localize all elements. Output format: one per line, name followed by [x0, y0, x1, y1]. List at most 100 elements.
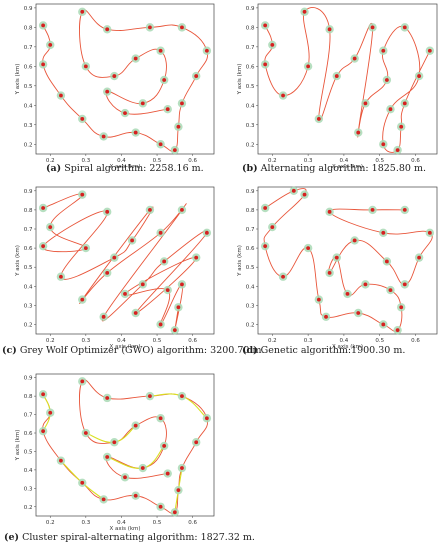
y-axis-label: Y axis (km)	[15, 64, 21, 96]
x-tick-label: 0.4	[340, 338, 349, 344]
x-axis-label: X axis (km)	[109, 344, 140, 350]
node-point	[59, 93, 63, 98]
x-axis-label: X axis (km)	[332, 164, 363, 170]
y-tick-label: 0.9	[24, 189, 33, 195]
node-point	[324, 314, 328, 319]
y-tick-label: 0.8	[24, 25, 33, 31]
node-point	[148, 394, 152, 399]
node-point	[123, 475, 127, 480]
x-tick-label: 0.2	[268, 158, 277, 164]
caption-a-text: Spiral algorithm: 2258.16 m.	[64, 163, 204, 174]
node-point	[399, 305, 404, 310]
node-point	[80, 297, 85, 302]
node-point	[41, 392, 46, 397]
node-point	[316, 117, 321, 121]
node-point	[80, 9, 85, 14]
x-tick-label: 0.3	[81, 338, 90, 344]
node-point	[41, 206, 46, 210]
node-point	[180, 282, 184, 287]
node-point	[172, 328, 177, 333]
node-point	[133, 130, 138, 135]
node-point	[133, 56, 138, 61]
x-tick-label: 0.3	[81, 158, 90, 164]
node-point	[59, 458, 63, 463]
panel-d: 0.2 0.3 0.4 0.5 0.6 0.2 0.3 0.4 0.5 0.6 0.7 0.8 0.9 X…	[222, 183, 445, 363]
node-point	[402, 101, 407, 106]
y-tick-label: 0.6	[246, 64, 255, 70]
y-tick-label: 0.3	[24, 303, 33, 309]
node-point	[101, 497, 106, 502]
chart-e: 0.2 0.3 0.4 0.5 0.6 0.2 0.3 0.4 0.5 0.6 0.7 0.8 0.9 X…	[15, 373, 215, 532]
node-point	[388, 107, 393, 112]
plot-frame	[35, 186, 215, 335]
node-point	[41, 23, 46, 28]
caption-c-letter: (c)	[2, 345, 17, 356]
x-tick-label: 0.2	[46, 338, 55, 344]
panel-a: 0.2 0.3 0.4 0.5 0.6 0.2 0.3 0.4 0.5 0.6 0.7 0.8 0.9 X…	[0, 0, 222, 183]
node-point	[270, 43, 275, 47]
y-tick-label: 0.2	[24, 505, 33, 511]
chart-b: 0.2 0.3 0.4 0.5 0.6 0.2 0.3 0.4 0.5 0.6 0.7 0.8 0.9 X…	[237, 3, 438, 170]
y-tick-label: 0.8	[246, 208, 255, 214]
x-tick-label: 0.3	[304, 158, 313, 164]
y-tick-label: 0.5	[246, 265, 255, 271]
y-tick-label: 0.8	[24, 394, 33, 400]
node-point	[402, 208, 407, 212]
node-point	[334, 255, 339, 260]
node-point	[133, 493, 138, 498]
node-point	[327, 271, 332, 275]
y-tick-label: 0.4	[246, 103, 255, 109]
node-point	[417, 74, 421, 78]
node-point	[180, 208, 184, 212]
caption-e-text: Cluster spiral-alternating algorithm: 18…	[22, 532, 255, 543]
node-point	[356, 311, 361, 315]
node-point	[133, 311, 138, 315]
node-point	[194, 74, 199, 78]
node-point	[80, 379, 85, 384]
y-tick-label: 0.7	[246, 45, 255, 51]
node-point	[399, 124, 404, 129]
node-point	[172, 148, 177, 153]
node-point	[381, 230, 386, 235]
node-point	[263, 62, 268, 67]
y-tick-label: 0.5	[24, 265, 33, 271]
node-point	[101, 314, 106, 319]
y-axis-label: Y axis (km)	[15, 245, 21, 277]
node-point	[80, 192, 85, 197]
y-tick-label: 0.7	[24, 227, 33, 233]
plot-frame	[257, 3, 438, 155]
y-tick-label: 0.3	[246, 303, 255, 309]
caption-d-text: Genetic algorithm:1900.30 m.	[260, 345, 406, 356]
node-point	[80, 480, 85, 485]
node-point	[158, 230, 163, 235]
node-point	[112, 74, 117, 78]
node-point	[281, 93, 285, 98]
node-point	[48, 410, 53, 415]
node-point	[194, 440, 199, 445]
node-point	[388, 288, 393, 292]
node-point	[370, 25, 375, 30]
plot-frame	[35, 3, 215, 155]
node-point	[101, 134, 106, 139]
node-point	[83, 431, 88, 435]
x-tick-label: 0.2	[268, 338, 277, 344]
node-point	[302, 192, 307, 197]
x-tick-label: 0.6	[188, 158, 197, 164]
x-tick-label: 0.5	[375, 158, 384, 164]
caption-e-letter: (e)	[4, 532, 20, 543]
x-tick-label: 0.6	[411, 158, 420, 164]
x-tick-label: 0.5	[153, 520, 162, 526]
node-point	[327, 27, 332, 32]
caption-b-text: Alternating algorithm: 1825.80 m.	[260, 163, 426, 174]
node-point	[402, 282, 407, 287]
node-point	[41, 62, 46, 67]
node-point	[381, 322, 386, 327]
x-tick-label: 0.6	[188, 520, 197, 526]
y-tick-label: 0.9	[246, 6, 255, 12]
node-point	[370, 208, 375, 212]
node-point	[204, 416, 209, 421]
node-point	[123, 111, 127, 115]
caption-c-text: Grey Wolf Optimizer (GWO) algorithm: 320…	[19, 345, 265, 356]
node-point	[395, 148, 400, 153]
x-tick-label: 0.3	[81, 520, 90, 526]
